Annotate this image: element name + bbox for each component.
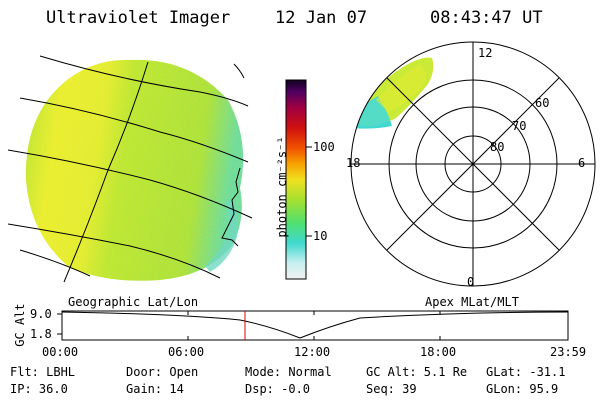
polar-plot [350,41,596,287]
status-glon: GLon: 95.9 [486,382,559,396]
x-tick-1800: 18:00 [420,345,457,359]
colorbar-tick-10: 10 [313,229,328,243]
gc-alt-axis-label: GC Alt [13,303,27,347]
mlt-label-6: 6 [578,156,586,170]
time-label: 08:43:47 UT [430,8,543,28]
lat-label-70: 70 [512,119,527,133]
lat-label-60: 60 [535,96,550,110]
mlt-label-18: 18 [346,156,361,170]
status-glat: GLat: -31.1 [486,365,566,379]
date-label: 12 Jan 07 [275,8,368,28]
x-tick-0000: 00:00 [42,345,79,359]
x-tick-1200: 12:00 [294,345,331,359]
status-door: Door: Open [126,365,199,379]
status-mode: Mode: Normal [245,365,332,379]
instrument-title: Ultraviolet Imager [46,8,231,28]
apex-title: Apex MLat/MLT [425,295,519,309]
status-gc-alt: GC Alt: 5.1 Re [366,365,468,379]
colorbar-ticks [306,146,312,237]
status-seq: Seq: 39 [366,382,417,396]
status-ip: IP: 36.0 [10,382,68,396]
status-filter: Flt: LBHL [10,365,76,379]
altitude-timeline [57,310,569,341]
lat-label-80: 80 [490,140,505,154]
mlt-label-12: 12 [478,46,493,60]
colorbar [286,80,306,279]
y-tick-max: 9.0 [30,307,52,321]
x-tick-0600: 06:00 [168,345,205,359]
mlt-label-0: 0 [467,275,475,289]
status-dsp: Dsp: -0.0 [245,382,311,396]
x-tick-2359: 23:59 [550,345,587,359]
colorbar-tick-100: 100 [313,140,335,154]
geographic-title: Geographic Lat/Lon [68,295,199,309]
geo-grid [7,55,253,283]
y-tick-min: 1.8 [30,327,52,341]
uv-image [7,55,253,283]
colorbar-units-label: photon cm⁻²s⁻¹ [275,136,289,238]
status-gain: Gain: 14 [126,382,184,396]
